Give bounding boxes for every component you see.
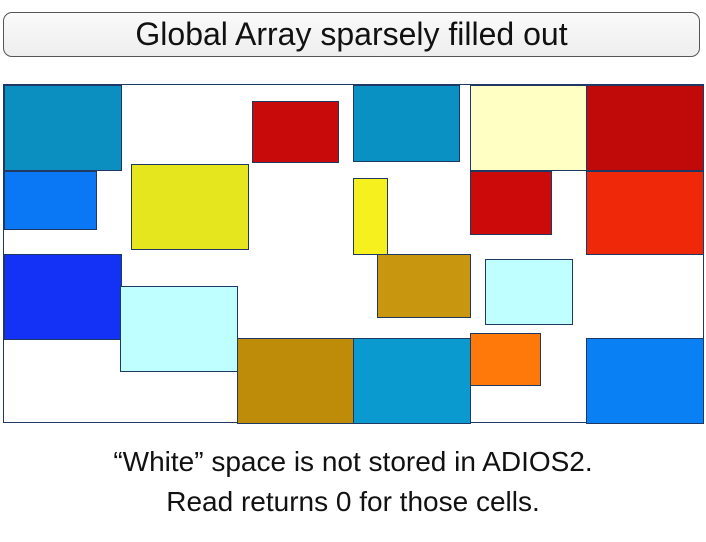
block-lightyellow-top: [470, 85, 588, 171]
block-darkred-top-right: [586, 85, 704, 171]
block-lightcyan-right: [485, 259, 573, 325]
block-yellow-narrow: [353, 178, 388, 255]
block-red-top: [252, 101, 339, 163]
caption-line-2: Read returns 0 for those cells.: [166, 486, 540, 517]
block-red-middle: [470, 171, 552, 235]
block-teal-top-center: [353, 85, 460, 162]
block-ochre-bottom: [237, 338, 355, 424]
title-banner: Global Array sparsely filled out: [3, 12, 700, 57]
block-teal-bottom-center: [353, 338, 471, 424]
block-lightcyan-left: [120, 286, 238, 372]
diagram-title: Global Array sparsely filled out: [135, 16, 568, 52]
block-ochre-center: [377, 254, 471, 318]
block-orange-bottom: [470, 333, 541, 386]
block-azure-bottom-right: [586, 338, 704, 424]
caption-line-1: “White” space is not stored in ADIOS2.: [113, 446, 593, 477]
block-yellow-large: [131, 164, 249, 250]
block-azure-left: [4, 171, 97, 230]
block-blue-left: [4, 254, 122, 340]
block-teal-top-left: [4, 85, 122, 171]
global-array: [3, 84, 704, 424]
block-redorange-right: [586, 171, 704, 255]
